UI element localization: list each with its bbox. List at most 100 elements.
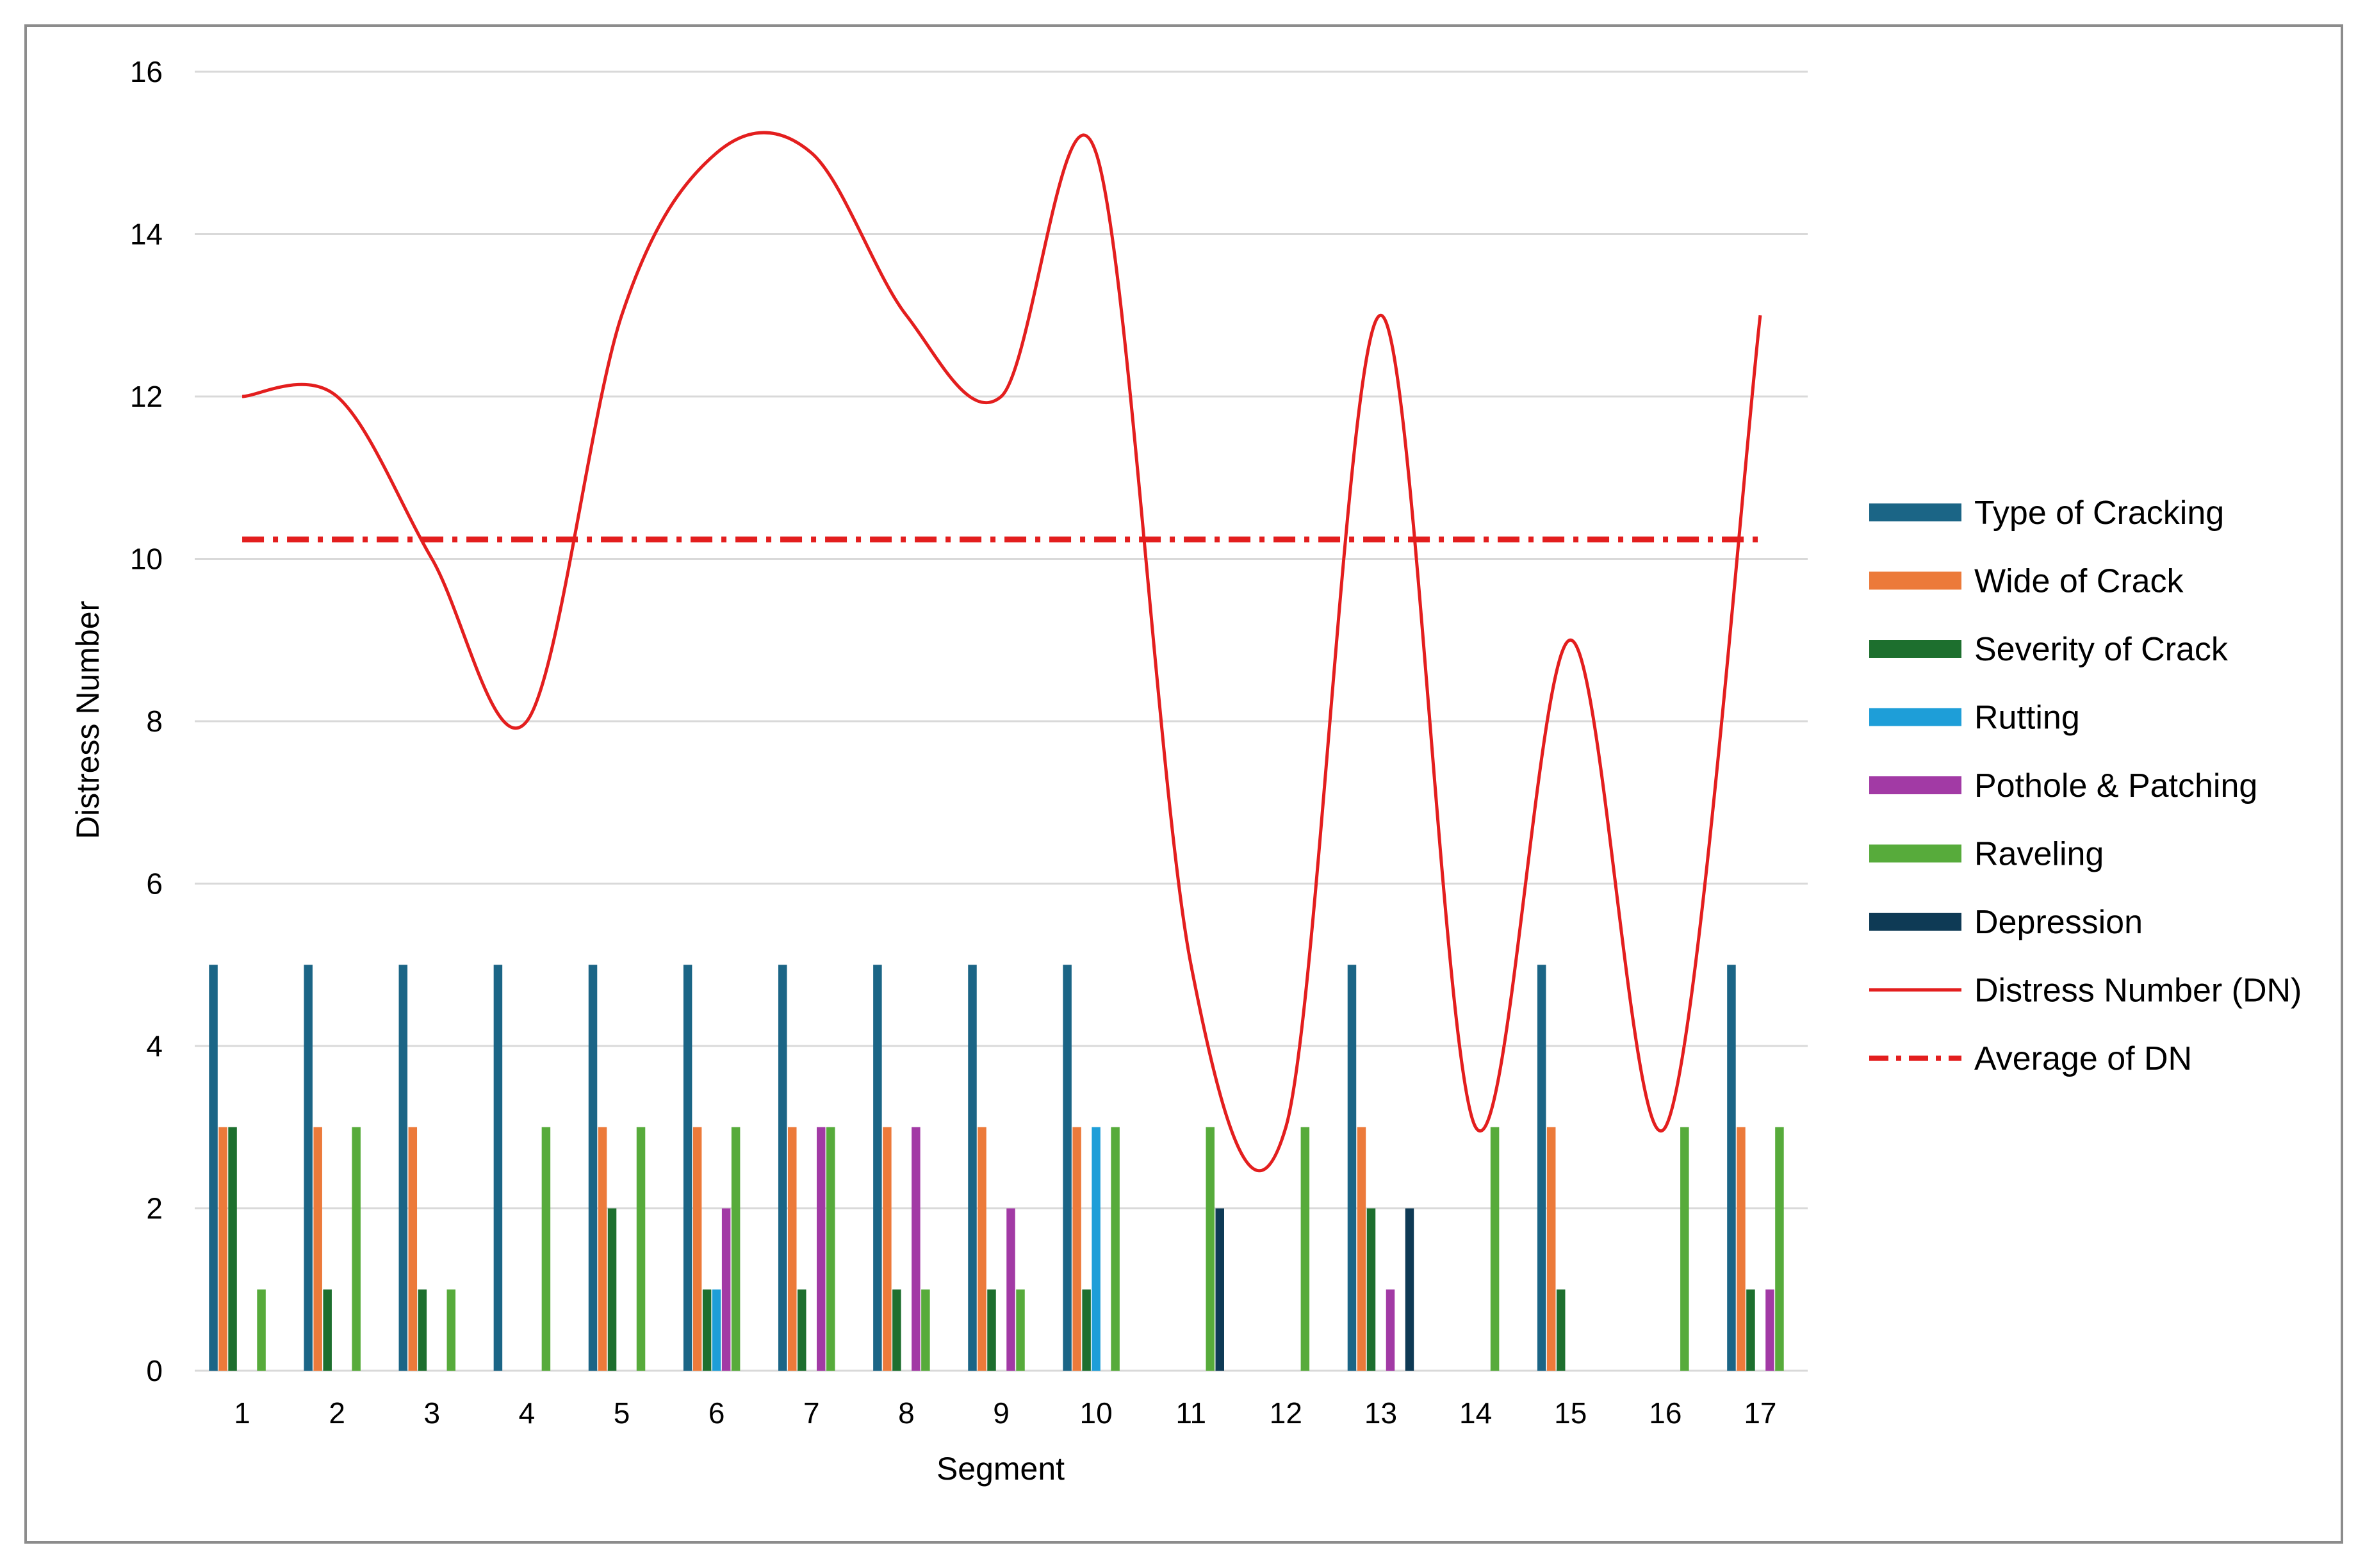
y-tick-label: 2 [146,1192,163,1225]
bar [588,965,598,1371]
x-tick-label: 17 [1744,1396,1776,1430]
bar-series [209,965,1784,1371]
x-tick-label: 3 [423,1396,440,1430]
x-tick-label: 2 [329,1396,345,1430]
bar [883,1127,892,1371]
legend-label: Wide of Crack [1974,563,2184,600]
bar [218,1127,227,1371]
x-tick-label: 12 [1270,1396,1302,1430]
x-tick-label: 15 [1554,1396,1587,1430]
bar [798,1289,806,1371]
legend-item: Rutting [1869,699,2080,737]
legend-item: Pothole & Patching [1869,767,2257,804]
bar [408,1127,418,1371]
legend-item: Distress Number (DN) [1869,972,2302,1009]
y-tick-label: 4 [146,1029,163,1063]
y-axis-title: Distress Number [70,601,106,839]
bar [1215,1208,1224,1371]
bar [1386,1289,1395,1371]
bar [692,1127,702,1371]
bar [313,1127,322,1371]
bar [1537,965,1546,1371]
bar [1300,1127,1310,1371]
bar [721,1208,731,1371]
y-tick-label: 16 [130,55,163,88]
legend-label: Distress Number (DN) [1974,972,2302,1009]
bar [968,965,977,1371]
bar [446,1289,456,1371]
bar [257,1289,266,1371]
legend-label: Severity of Crack [1974,631,2229,668]
x-tick-label: 13 [1364,1396,1397,1430]
bar [607,1208,617,1371]
y-tick-label: 14 [130,218,163,251]
dn-line [241,131,1762,1173]
y-tick-label: 0 [146,1354,163,1387]
y-tick-label: 8 [146,705,163,738]
x-tick-label: 1 [234,1396,250,1430]
bar [702,1289,712,1371]
bar [304,965,313,1371]
legend-item: Severity of Crack [1869,631,2229,668]
bar [1556,1289,1566,1371]
legend-label: Pothole & Patching [1974,767,2257,804]
bar [228,1127,237,1371]
bar [1737,1127,1746,1371]
bar [826,1127,835,1371]
bar [1546,1127,1556,1371]
legend-label: Type of Cracking [1974,494,2224,532]
x-tick-label: 16 [1649,1396,1682,1430]
bar [1765,1289,1774,1371]
bar [731,1127,741,1371]
bar [778,965,787,1371]
legend-item: Wide of Crack [1869,563,2184,600]
x-tick-label: 14 [1459,1396,1492,1430]
y-axis-ticks: 0 2 4 6 8 10 12 14 16 [130,55,163,1387]
legend-label: Raveling [1974,836,2104,873]
bar [892,1289,901,1371]
legend-item: Depression [1869,904,2143,941]
bar [1366,1208,1376,1371]
legend-swatch [1869,708,1961,726]
x-tick-label: 4 [519,1396,536,1430]
bar [1206,1127,1215,1371]
legend-item: Type of Cracking [1869,494,2224,532]
legend-swatch [1869,776,1961,794]
bar [209,965,218,1371]
bar [1680,1127,1689,1371]
x-tick-label: 7 [803,1396,820,1430]
bar [817,1127,826,1371]
legend-label: Rutting [1974,699,2080,737]
bar [978,1127,986,1371]
bar [1063,965,1072,1371]
chart-frame: 0 2 4 6 8 10 12 14 16 1 2 3 4 5 6 7 8 9 10 11 12 13 14 15 16 17 … [24,24,2343,1544]
y-tick-label: 6 [146,867,163,901]
legend-label: Depression [1974,904,2143,941]
legend: Type of Cracking Wide of Crack Severity of… [1869,494,2302,1077]
bar [788,1127,797,1371]
bar [1746,1289,1755,1371]
bar [921,1289,930,1371]
legend-swatch [1869,571,1961,590]
x-tick-label: 10 [1080,1396,1113,1430]
bar [541,1127,551,1371]
y-tick-label: 10 [130,543,163,576]
bar [1727,965,1736,1371]
legend-swatch [1869,640,1961,658]
bar [1016,1289,1025,1371]
bar [1775,1127,1784,1371]
bar [398,965,408,1371]
x-tick-label: 9 [993,1396,1010,1430]
bar [912,1127,921,1371]
bar [352,1127,361,1371]
bar [323,1289,332,1371]
bar [1111,1127,1120,1371]
x-tick-label: 6 [708,1396,725,1430]
gridlines [195,70,1808,1372]
x-axis-title: Segment [937,1451,1065,1487]
legend-swatch [1869,503,1961,521]
bar [1405,1208,1414,1371]
bar [598,1127,607,1371]
y-tick-label: 12 [130,380,163,413]
